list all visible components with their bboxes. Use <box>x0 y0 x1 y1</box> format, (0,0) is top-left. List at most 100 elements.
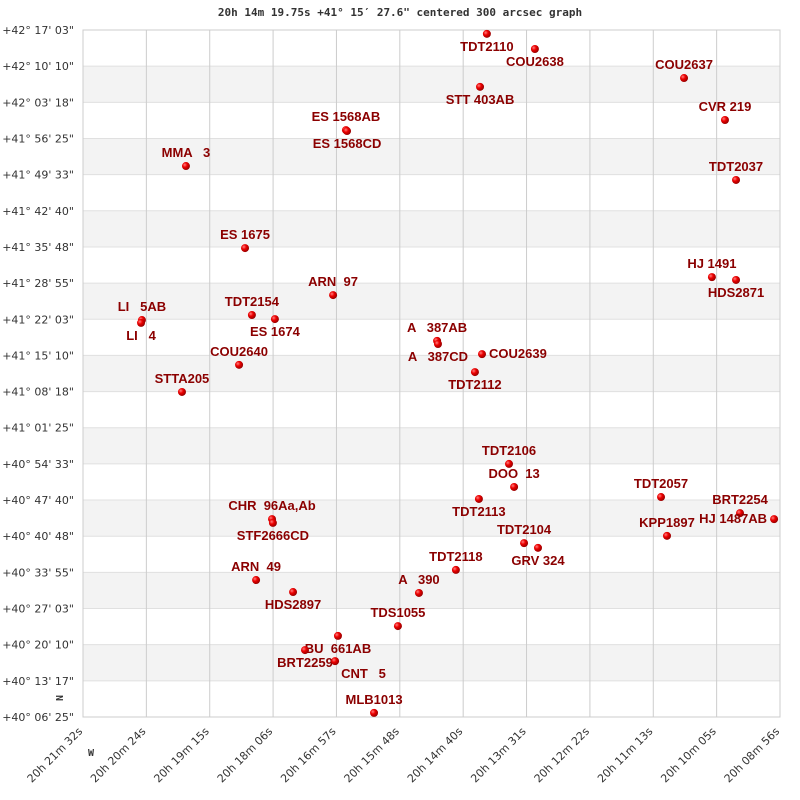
star-dot[interactable] <box>720 115 729 124</box>
star-dot[interactable] <box>270 315 279 324</box>
row-band <box>83 210 780 247</box>
star-dot[interactable] <box>393 622 402 631</box>
star-marker[interactable]: BU 661AB <box>305 631 371 656</box>
star-label: COU2640 <box>210 344 268 359</box>
star-dot[interactable] <box>241 244 250 253</box>
star-dot[interactable] <box>474 494 483 503</box>
star-marker[interactable]: TDT2113 <box>452 494 506 519</box>
star-dot[interactable] <box>333 631 342 640</box>
star-label: TDS1055 <box>370 605 425 620</box>
star-dot[interactable] <box>289 588 298 597</box>
star-dot[interactable] <box>343 127 352 136</box>
x-tick-label: 20h 14m 40s <box>405 725 466 786</box>
star-marker[interactable]: BRT2259 <box>277 646 333 670</box>
star-dot[interactable] <box>533 543 542 552</box>
star-label: BRT2259 <box>277 655 333 670</box>
star-dot[interactable] <box>414 588 423 597</box>
star-dot[interactable] <box>301 646 310 655</box>
star-marker[interactable]: KPP1897 <box>639 515 695 540</box>
star-marker[interactable]: DOO 13 <box>488 466 540 491</box>
star-marker[interactable]: TDT2154 <box>225 294 280 319</box>
star-dot[interactable] <box>370 708 379 717</box>
star-marker[interactable]: TDT2106 <box>482 443 536 468</box>
compass-north: N <box>53 695 64 701</box>
star-marker[interactable]: GRV 324 <box>511 543 565 568</box>
star-marker[interactable]: MMA 3 <box>162 145 211 171</box>
star-marker[interactable]: ES 1675 <box>220 227 270 253</box>
star-dot[interactable] <box>177 387 186 396</box>
star-dot[interactable] <box>247 310 256 319</box>
y-tick-label: +41° 28' 55" <box>2 277 74 290</box>
x-tick-label: 20h 11m 13s <box>595 725 656 786</box>
star-marker[interactable]: ES 1568CD <box>313 127 382 151</box>
star-dot[interactable] <box>478 350 487 359</box>
star-marker[interactable]: CNT 5 <box>331 657 386 681</box>
star-dot[interactable] <box>707 273 716 282</box>
star-label: GRV 324 <box>511 553 565 568</box>
star-marker[interactable]: A 390 <box>398 572 440 597</box>
star-marker[interactable]: ARN 97 <box>308 274 358 300</box>
star-marker[interactable]: TDT2112 <box>448 368 502 392</box>
star-dot[interactable] <box>137 318 146 327</box>
star-label: TDT2037 <box>709 159 763 174</box>
star-marker[interactable]: COU2637 <box>655 57 713 83</box>
star-marker[interactable]: HDS2897 <box>265 588 321 612</box>
star-dot[interactable] <box>252 576 261 585</box>
star-dot[interactable] <box>476 82 485 91</box>
star-dot[interactable] <box>680 74 689 83</box>
star-marker[interactable]: TDT2110 <box>460 29 514 54</box>
star-marker[interactable]: LI 4 <box>126 318 157 343</box>
star-marker[interactable]: BRT2254 <box>712 492 769 518</box>
row-band <box>83 500 780 537</box>
star-marker[interactable]: HJ 1487AB <box>699 511 779 526</box>
star-dot[interactable] <box>732 175 741 184</box>
x-tick-label: 20h 15m 48s <box>342 725 403 786</box>
star-dot[interactable] <box>770 515 779 524</box>
star-marker[interactable]: TDS1055 <box>370 605 425 631</box>
compass-west: W <box>88 748 95 759</box>
star-marker[interactable]: CVR 219 <box>699 99 752 124</box>
star-label: ARN 97 <box>308 274 358 289</box>
star-marker[interactable]: COU2640 <box>210 344 268 369</box>
star-dot[interactable] <box>181 162 190 171</box>
star-dot[interactable] <box>662 531 671 540</box>
star-dot[interactable] <box>736 509 745 518</box>
plot-border <box>82 29 781 718</box>
star-dot[interactable] <box>482 29 491 38</box>
star-dot[interactable] <box>530 44 539 53</box>
star-marker[interactable]: ES 1674 <box>250 315 301 339</box>
star-dot[interactable] <box>235 360 244 369</box>
star-marker[interactable]: STF2666CD <box>237 518 309 543</box>
star-marker[interactable]: HDS2871 <box>708 275 764 300</box>
star-dot[interactable] <box>433 340 442 349</box>
y-tick-label: +41° 22' 03" <box>2 313 74 326</box>
star-marker[interactable]: TDT2037 <box>709 159 763 184</box>
star-marker[interactable]: COU2639 <box>478 346 547 361</box>
y-axis-ticks: +42° 17' 03" +42° 10' 10" +42° 03' 18" +41°… <box>2 24 74 724</box>
star-label: COU2638 <box>506 54 564 69</box>
star-marker[interactable]: MLB1013 <box>345 692 403 717</box>
star-dot[interactable] <box>268 518 277 527</box>
star-marker[interactable]: ARN 49 <box>231 559 281 585</box>
star-dot[interactable] <box>505 459 514 468</box>
star-marker[interactable]: A 387CD <box>408 340 468 364</box>
star-dot[interactable] <box>520 539 529 548</box>
star-dot[interactable] <box>331 657 340 666</box>
star-marker[interactable]: COU2638 <box>506 44 564 69</box>
star-dot[interactable] <box>451 565 460 574</box>
star-marker[interactable]: TDT2057 <box>634 476 688 502</box>
star-marker[interactable]: TDT2118 <box>429 549 483 574</box>
star-marker[interactable]: STT 403AB <box>446 82 515 107</box>
star-marker[interactable]: TDT2104 <box>497 522 552 548</box>
star-marker[interactable]: STTA205 <box>155 371 210 396</box>
x-tick-label: 20h 10m 05s <box>658 725 719 786</box>
star-dot[interactable] <box>510 482 519 491</box>
star-label: TDT2154 <box>225 294 280 309</box>
star-marker[interactable]: HJ 1491 <box>687 256 736 282</box>
star-dot[interactable] <box>657 493 666 502</box>
star-dot[interactable] <box>329 291 338 300</box>
star-dot[interactable] <box>470 368 479 377</box>
star-dot[interactable] <box>732 275 741 284</box>
star-label: STF2666CD <box>237 528 309 543</box>
star-label: ES 1675 <box>220 227 270 242</box>
